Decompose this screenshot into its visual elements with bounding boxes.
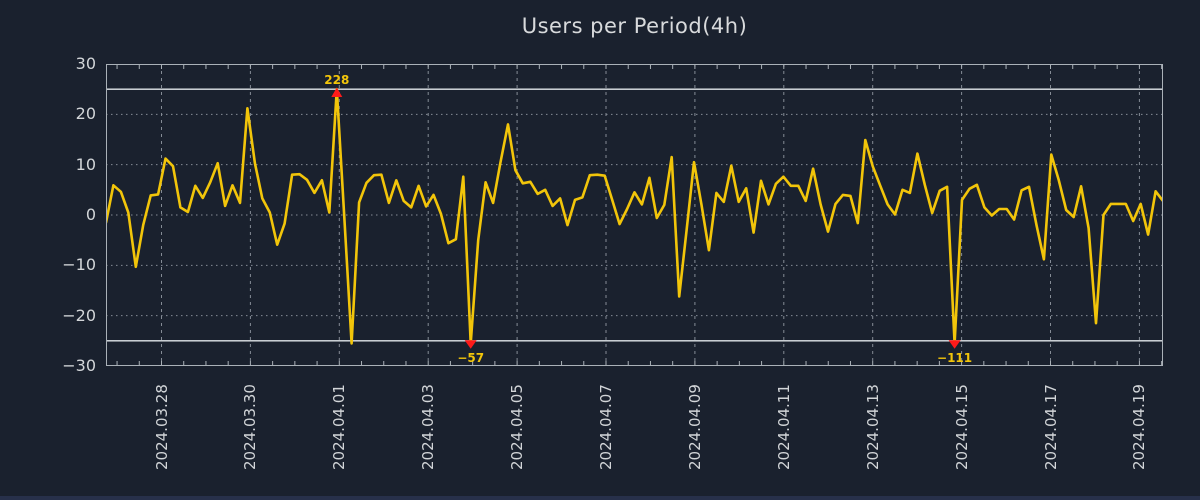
plot-canvas: 228 −57 −111 — [106, 64, 1163, 366]
x-axis-tick-label: 2024.04.17 — [1041, 384, 1060, 470]
y-axis-tick-label: −20 — [62, 305, 96, 325]
y-axis-tick-label: −30 — [62, 356, 96, 375]
x-axis-tick-label: 2024.04.15 — [952, 384, 971, 470]
x-axis-tick-label: 2024.04.01 — [330, 384, 349, 470]
annotation-label: 228 — [324, 73, 349, 87]
x-axis-tick-label: 2024.04.11 — [774, 384, 793, 470]
x-axis-tick-label: 2024.03.30 — [241, 384, 260, 470]
x-axis-tick-label: 2024.04.19 — [1130, 384, 1149, 470]
x-axis-tick-label: 2024.04.05 — [508, 384, 527, 470]
x-axis-tick-label: 2024.04.09 — [685, 384, 704, 470]
chart-title: Users per Period(4h) — [521, 14, 748, 38]
plot-frame — [106, 64, 1163, 366]
y-axis-tick-label: 30 — [75, 54, 96, 73]
x-axis-tick-label: 2024.04.07 — [597, 384, 615, 470]
y-axis-tick-label: −10 — [62, 255, 96, 275]
series-line — [106, 87, 1163, 345]
y-axis-tick-label: 20 — [75, 104, 96, 124]
x-axis-tick-label: 2024.03.28 — [152, 384, 171, 470]
y-axis-tick-label: 0 — [85, 205, 96, 224]
spike-down-marker-icon — [464, 340, 477, 349]
spike-down-marker-icon — [948, 340, 961, 349]
plot-area: 228 −57 −111 — [106, 64, 1163, 366]
annotation-label: −57 — [457, 351, 484, 365]
bottom-edge-strip — [0, 496, 1200, 500]
y-axis-tick-label: 10 — [75, 154, 96, 174]
annotation-label: −111 — [937, 351, 972, 365]
spike-up-marker-icon — [331, 87, 343, 97]
x-axis-tick-label: 2024.04.03 — [419, 384, 438, 470]
x-axis-tick-label: 2024.04.13 — [863, 384, 882, 470]
